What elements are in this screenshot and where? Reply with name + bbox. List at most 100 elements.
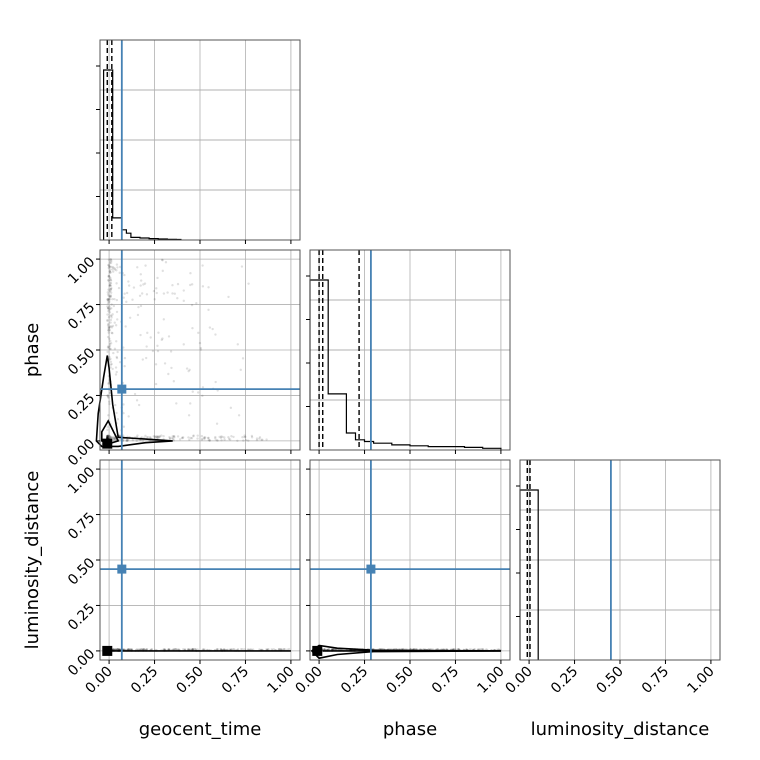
truth-marker	[366, 564, 376, 574]
scatter-point	[220, 435, 223, 438]
scatter-point	[109, 260, 112, 263]
scatter-point	[232, 435, 235, 439]
scatter-point	[109, 318, 113, 322]
scatter-point	[108, 275, 111, 278]
scatter-point	[114, 324, 118, 327]
scatter-point	[167, 648, 171, 651]
scatter-point	[255, 438, 259, 442]
scatter-point	[219, 648, 222, 651]
scatter-point	[136, 313, 140, 317]
scatter-point	[189, 402, 192, 405]
scatter-point	[201, 394, 204, 398]
scatter-point	[127, 648, 130, 651]
scatter-point	[111, 436, 114, 440]
scatter-point	[107, 279, 111, 282]
scatter-point	[135, 399, 139, 402]
scatter-point	[218, 435, 221, 439]
scatter-point	[106, 394, 109, 397]
scatter-point	[168, 437, 172, 441]
scatter-point	[127, 648, 130, 651]
scatter-point	[110, 326, 114, 329]
scatter-point	[174, 648, 177, 651]
scatter-point	[107, 264, 111, 267]
scatter-point	[106, 434, 109, 438]
scatter-point	[107, 275, 110, 278]
scatter-point	[156, 276, 159, 280]
scatter-point	[109, 261, 113, 265]
scatter-point	[181, 436, 185, 439]
scatter-point	[456, 648, 460, 651]
scatter-point	[108, 300, 111, 304]
scatter-point	[107, 396, 110, 399]
y-tick-label: 0.00	[65, 436, 98, 469]
scatter-point	[108, 307, 112, 310]
scatter-point	[109, 282, 113, 285]
scatter-point	[244, 435, 247, 439]
scatter-point	[243, 648, 246, 651]
scatter-point	[106, 302, 110, 305]
scatter-point	[108, 305, 111, 308]
scatter-point	[113, 267, 116, 270]
scatter-point	[176, 435, 180, 438]
scatter-point	[242, 439, 245, 442]
scatter-point	[106, 345, 110, 348]
scatter-point	[109, 268, 112, 271]
scatter-point	[237, 414, 241, 417]
scatter-point	[107, 329, 110, 332]
scatter-point	[190, 436, 194, 440]
scatter-point	[236, 648, 240, 651]
scatter-point	[115, 298, 119, 302]
scatter-point	[106, 305, 109, 308]
scatter-point	[182, 343, 185, 346]
scatter-point	[229, 406, 233, 410]
scatter-point	[116, 417, 120, 421]
scatter-point	[208, 326, 212, 329]
scatter-point	[109, 321, 112, 324]
scatter-point	[139, 304, 143, 308]
x-axis-label-geocent_time: geocent_time	[139, 719, 262, 740]
scatter-point	[109, 289, 112, 292]
scatter-point	[211, 327, 214, 331]
scatter-point	[155, 287, 158, 290]
scatter-point	[220, 439, 223, 442]
scatter-point	[127, 284, 131, 287]
scatter-point	[108, 400, 111, 404]
scatter-point	[156, 344, 159, 348]
scatter-point	[208, 438, 211, 442]
scatter-point	[227, 295, 230, 299]
scatter-point	[189, 283, 192, 287]
scatter-point	[106, 436, 109, 439]
scatter-point	[107, 434, 110, 437]
scatter-point	[108, 337, 111, 340]
scatter-point	[112, 351, 115, 355]
scatter-point	[151, 349, 155, 353]
scatter-point	[111, 313, 114, 316]
scatter-point	[106, 435, 110, 439]
scatter-point	[109, 281, 112, 285]
scatter-point	[255, 437, 259, 440]
scatter-point	[106, 335, 110, 339]
scatter-point	[247, 648, 250, 651]
scatter-point	[139, 284, 142, 287]
scatter-point	[245, 438, 248, 442]
scatter-point	[265, 438, 268, 441]
scatter-point	[124, 325, 127, 328]
scatter-point	[161, 269, 164, 273]
scatter-point	[175, 402, 178, 405]
scatter-point	[182, 648, 185, 651]
scatter-point	[199, 346, 202, 350]
scatter-point	[152, 435, 155, 438]
scatter-point	[158, 435, 162, 438]
scatter-point	[322, 647, 326, 651]
scatter-point	[457, 648, 461, 651]
scatter-point	[223, 438, 226, 441]
scatter-point	[190, 647, 194, 651]
scatter-point	[192, 434, 195, 437]
scatter-point	[267, 648, 270, 651]
scatter-point	[157, 331, 160, 334]
scatter-point	[125, 300, 128, 304]
scatter-point	[112, 266, 115, 269]
scatter-point	[192, 435, 195, 438]
truth-marker	[117, 384, 127, 394]
scatter-point	[201, 264, 204, 267]
